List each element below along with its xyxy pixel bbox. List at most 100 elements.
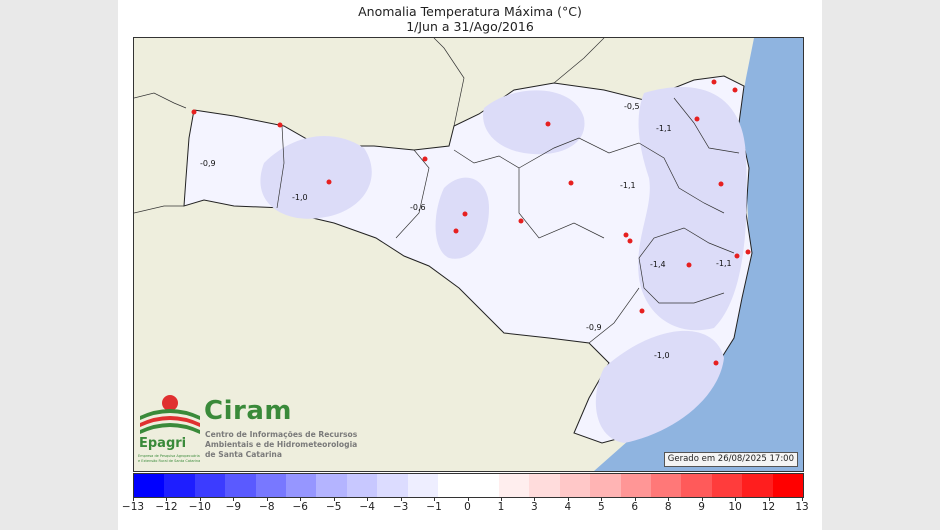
anomaly-zone-west <box>260 136 372 219</box>
colorbar-segment <box>681 474 712 497</box>
colorbar-segment <box>620 474 651 497</box>
colorbar-segment <box>529 474 560 497</box>
isoline-label: -0,9 <box>586 323 602 332</box>
colorbar-segment <box>225 474 256 497</box>
neighbor-borders <box>134 38 605 214</box>
anomaly-zone-south <box>595 330 724 443</box>
station-marker <box>686 262 692 268</box>
station-marker <box>745 249 751 255</box>
colorbar-segment <box>164 474 195 497</box>
station-marker <box>734 253 740 259</box>
colorbar-tick-mark <box>768 497 770 501</box>
ciram-epagri-logo: Ciram Centro de Informações de Recursos … <box>136 392 386 468</box>
colorbar-segment <box>194 474 226 497</box>
colorbar-segment <box>772 474 803 497</box>
colorbar-tick-label: 6 <box>631 501 639 513</box>
station-marker <box>718 181 724 187</box>
region-boundaries <box>276 97 740 344</box>
colorbar-segment <box>438 474 469 497</box>
colorbar-tick-mark <box>233 497 235 501</box>
station-marker <box>191 109 197 115</box>
colorbar-tick-label: 0 <box>464 501 471 513</box>
colorbar-tick-mark <box>601 497 603 501</box>
colorbar-segment <box>134 474 165 497</box>
colorbar-tick-mark <box>634 497 636 501</box>
colorbar-tick-label: 5 <box>597 501 605 513</box>
colorbar-tick-mark <box>567 497 569 501</box>
station-marker <box>545 121 551 127</box>
map-figure: Anomalia Temperatura Máxima (°C) 1/Jun a… <box>118 0 822 530</box>
colorbar-segment <box>316 474 347 497</box>
station-marker <box>711 79 717 85</box>
station-marker <box>422 156 428 162</box>
ciram-brand: Ciram <box>204 396 292 426</box>
colorbar-tick-mark <box>802 497 803 501</box>
colorbar-tick-label: −5 <box>325 501 342 513</box>
colorbar-tick-mark <box>534 497 536 501</box>
colorbar-tick-label: 12 <box>761 501 776 513</box>
colorbar-segment <box>286 474 317 497</box>
colorbar-tick-mark <box>133 497 134 501</box>
colorbar-tick-label: −1 <box>426 501 442 513</box>
ciram-subtitle: Ambientais e de Hidrometeorologia <box>205 440 358 449</box>
station-marker <box>627 238 633 244</box>
map-title: Anomalia Temperatura Máxima (°C) <box>358 4 582 19</box>
colorbar-tick-label: 8 <box>664 501 672 513</box>
colorbar-tick-mark <box>266 497 268 501</box>
station-markers <box>191 79 751 366</box>
colorbar-tick-label: −10 <box>188 501 211 513</box>
isoline-label: -1,1 <box>620 181 636 190</box>
colorbar-segment <box>377 474 408 497</box>
generated-timestamp: Gerado em 26/08/2025 17:00 <box>663 452 798 467</box>
colorbar-segment <box>590 474 621 497</box>
colorbar-tick-label: 9 <box>698 501 705 513</box>
anomaly-zone-north <box>483 90 585 155</box>
colorbar-tick-mark <box>701 497 703 501</box>
colorbar-tick-mark <box>735 497 737 501</box>
colorbar-segment <box>346 474 378 497</box>
colorbar-tick-label: 4 <box>564 501 572 513</box>
colorbar-segment <box>711 474 743 497</box>
station-marker <box>277 122 283 128</box>
station-marker <box>326 179 332 185</box>
isoline-label: -1,1 <box>716 259 732 268</box>
isoline-label: -1,4 <box>650 260 666 269</box>
colorbar-tick-mark <box>668 497 670 501</box>
epagri-brand: Epagri <box>139 436 187 451</box>
colorbar-tick-mark <box>467 497 469 501</box>
station-marker <box>568 180 574 186</box>
map-period: 1/Jun a 31/Ago/2016 <box>406 19 534 34</box>
colorbar-tick-mark <box>199 497 201 501</box>
ciram-subtitle: Centro de Informações de Recursos <box>205 430 358 439</box>
station-marker <box>623 232 629 238</box>
station-marker <box>518 218 524 224</box>
isoline-label: -0,6 <box>410 203 426 212</box>
epagri-subtitle: Empresa de Pesquisa Agropecuária <box>138 454 200 458</box>
colorbar-ticks: −13 −12 −10 −9 −8 −6 −5 −4 −3 −1 0 1 3 4 5 6 8 9 10 12 13 <box>122 497 809 517</box>
colorbar-tick-mark <box>400 497 402 501</box>
colorbar-tick-label: −3 <box>392 501 409 513</box>
colorbar-segment <box>468 474 499 497</box>
colorbar-segment <box>255 474 287 497</box>
colorbar-tick-label: −8 <box>259 501 275 513</box>
colorbar-tick-label: 10 <box>728 501 742 513</box>
station-marker <box>453 228 459 234</box>
isoline-label: -0,5 <box>624 102 640 111</box>
colorbar-tick-mark <box>500 497 502 501</box>
map-panel: -0,9 -1,0 -0,6 -0,5 -1,1 -1,1 -1,4 -1,1 … <box>133 37 804 472</box>
colorbar-tick-mark <box>300 497 302 501</box>
santa-catarina-map: -0,9 -1,0 -0,6 -0,5 -1,1 -1,1 -1,4 -1,1 … <box>134 38 803 471</box>
colorbar-tick-label: −13 <box>121 501 145 513</box>
colorbar-tick-label: 1 <box>497 501 505 513</box>
colorbar-tick-label: −9 <box>225 501 242 513</box>
station-marker <box>639 308 645 314</box>
colorbar-segment <box>559 474 591 497</box>
colorbar <box>133 473 804 498</box>
epagri-emblem-icon <box>140 395 200 434</box>
isoline-label: -1,0 <box>292 193 308 202</box>
station-marker <box>732 87 738 93</box>
colorbar-tick-label: −4 <box>359 501 375 513</box>
station-marker <box>713 360 719 366</box>
colorbar-tick-mark <box>367 497 369 501</box>
station-marker <box>462 211 468 217</box>
